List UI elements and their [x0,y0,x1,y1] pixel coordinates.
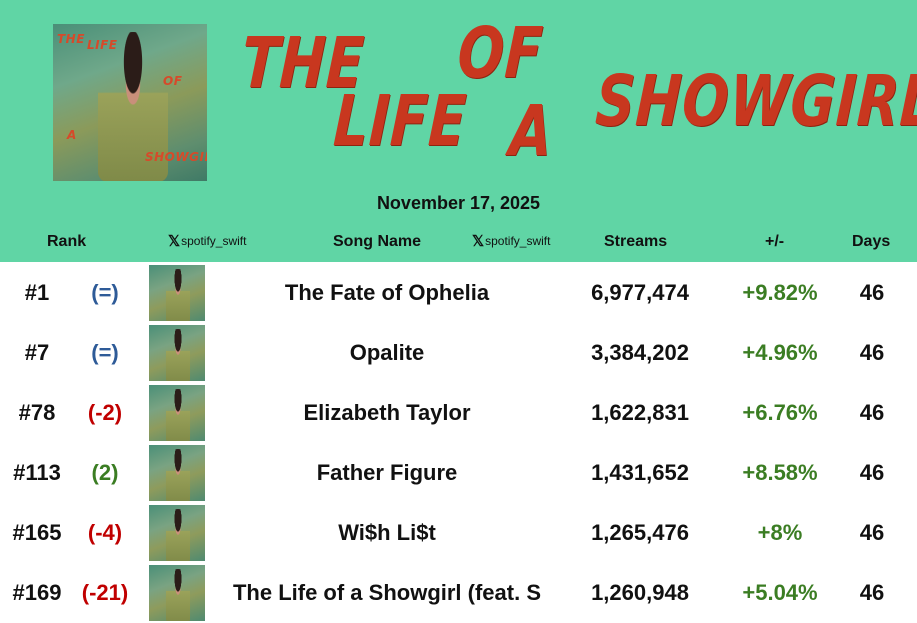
table-row: #78 (-2) Elizabeth Taylor 1,622,831 +6.76% 46 [0,383,917,443]
thumbnail-figure [166,329,190,381]
days-count: 46 [859,280,885,305]
stream-count: 1,260,948 [591,580,689,605]
table-row: #165 (-4) Wi$h Li$t 1,265,476 +8% 46 [0,503,917,563]
rank-movement: (2) [91,460,119,485]
title-word-a: A [507,90,556,172]
song-cover-thumbnail [149,265,205,321]
social-handle-2: 𝕏 spotify_swift [472,232,550,250]
song-name: Elizabeth Taylor [303,400,471,425]
table-row: #1 (=) The Fate of Ophelia 6,977,474 +9.82% 4… [0,263,917,323]
column-header-streams: Streams [604,233,668,250]
table-row: #7 (=) Opalite 3,384,202 +4.96% 46 [0,323,917,383]
album-cover-word: OF [163,74,183,88]
rank-movement: (=) [91,280,119,305]
song-cover-thumbnail [149,325,205,381]
social-handle-1: 𝕏 spotify_swift [168,232,246,250]
song-name: The Life of a Showgirl (feat. S [232,580,542,605]
album-cover-figure [98,32,168,181]
stream-count: 6,977,474 [591,280,689,305]
rank-number: #7 [24,340,50,365]
days-count: 46 [859,340,885,365]
rank-movement: (-4) [87,520,123,545]
song-name: The Fate of Ophelia [284,280,490,305]
rank-number: #165 [12,520,62,545]
title-word-life: LIFE [331,80,469,162]
rank-number: #1 [24,280,50,305]
song-name: Wi$h Li$t [338,520,436,545]
stream-count: 1,431,652 [591,460,689,485]
song-name: Father Figure [316,460,458,485]
thumbnail-figure [166,389,190,441]
album-cover-word: A [67,128,77,142]
days-count: 46 [859,460,885,485]
song-cover-thumbnail [149,445,205,501]
stream-change: +5.04% [742,580,818,605]
handle-text: spotify_swift [485,234,551,248]
days-count: 46 [859,520,885,545]
column-header-change: +/- [765,233,785,250]
days-count: 46 [859,580,885,605]
header-banner: THE LIFE OF A SHOWGIRL THE LIFE OF A SHO… [0,0,917,262]
days-count: 46 [859,400,885,425]
stream-change: +6.76% [742,400,818,425]
album-cover-word: SHOWGIRL [145,150,207,164]
table-row: #169 (-21) The Life of a Showgirl (feat. S… [0,563,917,623]
rank-number: #169 [12,580,62,605]
title-word-of: OF [455,12,546,94]
x-logo-icon: 𝕏 [472,233,485,250]
stream-count: 3,384,202 [591,340,689,365]
album-cover-word: LIFE [87,38,118,52]
song-cover-thumbnail [149,385,205,441]
rank-movement: (-2) [87,400,123,425]
rank-movement: (-21) [81,580,129,605]
stream-change: +9.82% [742,280,818,305]
song-cover-thumbnail [149,505,205,561]
table-row: #113 (2) Father Figure 1,431,652 +8.58% 46 [0,443,917,503]
title-word-showgirl: SHOWGIRL [593,60,917,142]
thumbnail-figure [166,269,190,321]
stream-change: +8.58% [742,460,818,485]
thumbnail-figure [166,449,190,501]
stream-count: 1,265,476 [591,520,689,545]
album-cover-image: THE LIFE OF A SHOWGIRL [53,24,207,181]
rank-number: #78 [18,400,56,425]
song-cover-thumbnail [149,565,205,621]
handle-text: spotify_swift [181,234,247,248]
album-cover-word: THE [57,32,85,46]
thumbnail-figure [166,569,190,621]
column-header-song: Song Name [333,233,422,250]
chart-date: November 17, 2025 [376,193,541,213]
stream-change: +8% [757,520,803,545]
rank-movement: (=) [91,340,119,365]
column-header-rank: Rank [47,233,87,250]
stream-change: +4.96% [742,340,818,365]
thumbnail-figure [166,509,190,561]
rank-number: #113 [13,460,61,485]
column-header-days: Days [852,233,891,250]
song-name: Opalite [349,340,425,365]
stream-count: 1,622,831 [591,400,689,425]
x-logo-icon: 𝕏 [168,233,181,250]
